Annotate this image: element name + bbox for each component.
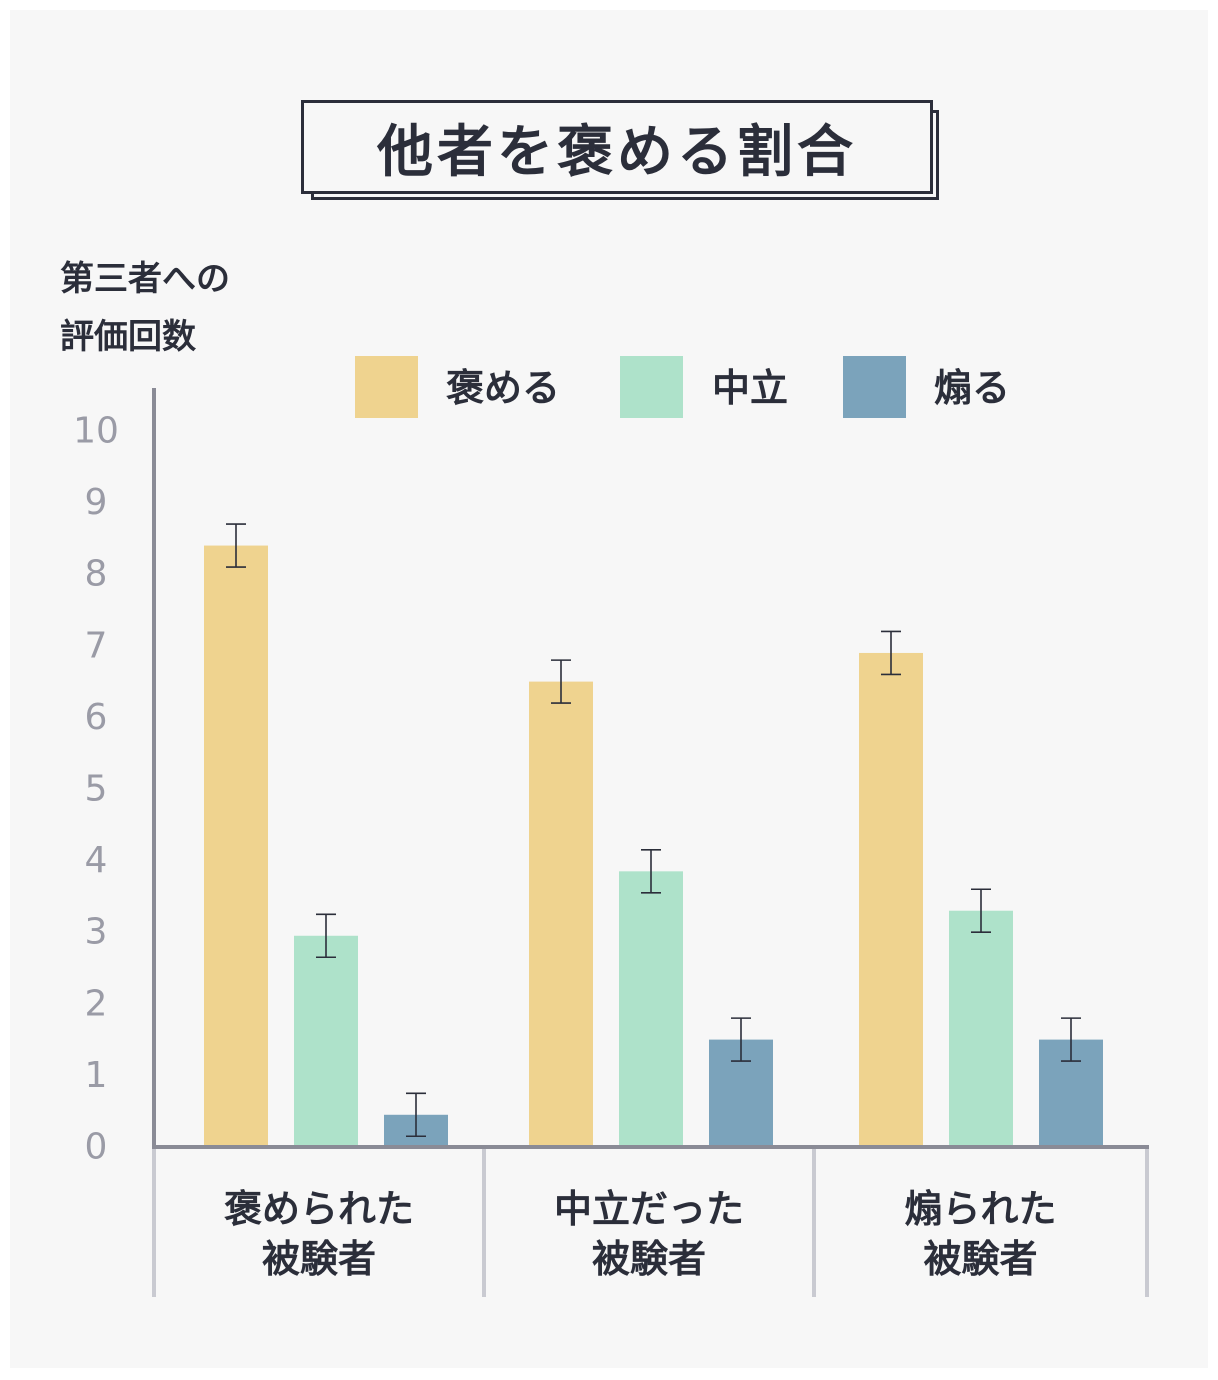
legend-label: 中立	[712, 366, 788, 410]
error-bar	[551, 659, 571, 704]
bar	[949, 910, 1013, 1147]
bar	[529, 681, 593, 1147]
category-label-line: 被験者	[923, 1237, 1037, 1281]
category-label-line: 被験者	[262, 1237, 376, 1281]
category-label: 褒められた被験者	[224, 1187, 414, 1281]
error-bar	[226, 523, 246, 568]
category-label-line: 褒められた	[224, 1187, 414, 1231]
error-bar	[731, 1017, 751, 1062]
error-bar	[406, 1092, 426, 1138]
chart-title: 他者を褒める割合	[377, 119, 857, 185]
bar	[204, 545, 268, 1147]
error-bar	[641, 849, 661, 894]
title-frame: 他者を褒める割合	[301, 100, 933, 194]
y-tick-label: 9	[85, 482, 108, 523]
error-bar	[971, 888, 991, 934]
bar	[619, 871, 683, 1147]
y-axis-label: 第三者への 評価回数	[60, 259, 230, 357]
legend-label: 煽る	[934, 366, 1010, 410]
y-tick-label: 8	[85, 554, 108, 595]
legend-swatch	[620, 356, 683, 418]
y-tick-label: 10	[73, 411, 119, 452]
legend-swatch	[355, 356, 418, 418]
y-tick-label: 5	[85, 769, 108, 810]
category-label: 中立だった被験者	[554, 1187, 744, 1281]
error-bar	[316, 913, 336, 959]
bar	[859, 652, 923, 1147]
category-label-line: 中立だった	[554, 1187, 744, 1231]
y-tick-label: 2	[85, 983, 108, 1024]
y-tick-label: 3	[85, 912, 108, 953]
y-tick-label: 7	[85, 625, 108, 666]
category-label-line: 被験者	[592, 1237, 706, 1281]
y-tick-label: 0	[85, 1127, 108, 1168]
y-tick-label: 4	[85, 840, 108, 881]
category-label: 煽られた被験者	[904, 1187, 1056, 1281]
legend-swatch	[843, 356, 906, 418]
error-bar	[1061, 1017, 1081, 1062]
legend-label: 褒める	[446, 366, 560, 410]
y-tick-label: 1	[85, 1055, 108, 1096]
chart-title-box: 他者を褒める割合	[301, 100, 939, 200]
error-bar	[881, 630, 901, 676]
bar	[294, 935, 358, 1147]
y-tick-label: 6	[85, 697, 108, 738]
category-label-line: 煽られた	[904, 1187, 1056, 1231]
